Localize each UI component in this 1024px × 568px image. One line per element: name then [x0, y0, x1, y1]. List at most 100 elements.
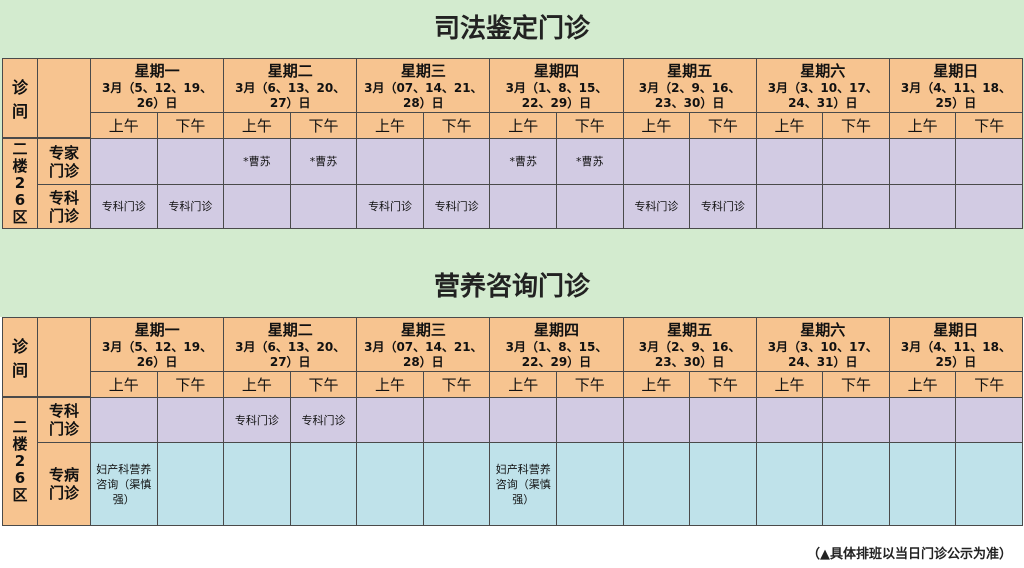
schedule-cell: 专科门诊 [356, 184, 424, 229]
schedule-cell [556, 397, 624, 443]
day-name: 星期三 [400, 321, 446, 339]
schedule-cell [422, 442, 491, 526]
schedule-cell: 专科门诊 [156, 184, 225, 229]
schedule-cell: 专科门诊 [223, 397, 291, 443]
day-header: 星期一 3月（5、12、19、26）日 [90, 317, 225, 372]
schedule-cell [556, 442, 624, 526]
slot-label: 上午 [223, 371, 291, 398]
footnote: （▲具体排班以当日门诊公示为准） [807, 547, 1012, 562]
slot-label: 上午 [356, 371, 424, 398]
schedule-cell [822, 397, 890, 443]
schedule-cell [755, 184, 824, 229]
schedule-cell [822, 442, 890, 526]
day-header: 星期三 3月（07、14、21、28）日 [356, 58, 491, 113]
schedule-cell [822, 184, 890, 229]
day-header: 星期六 3月（3、10、17、24、31）日 [755, 58, 890, 113]
room: 二楼26区 [2, 138, 38, 229]
slot-label: 下午 [822, 112, 890, 139]
slot-label: 上午 [888, 112, 957, 139]
day-dates: 3月（3、10、17、24、31）日 [767, 340, 878, 369]
schedule-cell [356, 138, 424, 185]
schedule-cell [223, 442, 291, 526]
day-header: 星期六 3月（3、10、17、24、31）日 [755, 317, 890, 372]
schedule-cell [755, 138, 824, 185]
schedule-cell [223, 184, 291, 229]
slot-label: 上午 [223, 112, 291, 139]
day-name: 星期五 [667, 62, 713, 80]
schedule-cell [822, 138, 890, 185]
schedule-cell: 专科门诊 [289, 397, 358, 443]
schedule-cell [955, 397, 1023, 443]
slot-label: 下午 [556, 371, 624, 398]
day-name: 星期四 [533, 321, 579, 339]
slot-label: 下午 [556, 112, 624, 139]
schedule-cell [90, 397, 158, 443]
schedule-cell: 妇产科营养咨询（渠慎强） [90, 442, 158, 526]
schedule-cell: 专科门诊 [90, 184, 158, 229]
room: 二楼26区 [2, 397, 38, 526]
slot-label: 上午 [356, 112, 424, 139]
header-blank [37, 317, 91, 397]
slot-label: 下午 [822, 371, 890, 398]
slot-label: 上午 [489, 371, 557, 398]
slot-label: 上午 [90, 371, 158, 398]
row-label: 专科门诊 [37, 184, 91, 229]
section-title: 司法鉴定门诊 [433, 14, 590, 44]
slot-label: 下午 [156, 112, 225, 139]
day-dates: 3月（3、10、17、24、31）日 [767, 81, 878, 110]
slot-label: 上午 [90, 112, 158, 139]
day-dates: 3月（6、13、20、27）日 [235, 81, 346, 110]
schedule-cell [622, 397, 691, 443]
slot-label: 上午 [888, 371, 957, 398]
slot-label: 下午 [689, 112, 757, 139]
schedule-cell [422, 138, 491, 185]
day-header: 星期五 3月（2、9、16、23、30）日 [622, 317, 757, 372]
schedule-cell [755, 442, 824, 526]
day-name: 星期日 [933, 321, 979, 339]
slot-label: 上午 [622, 371, 691, 398]
day-dates: 3月（6、13、20、27）日 [235, 340, 346, 369]
day-dates: 3月（1、8、15、22、29）日 [505, 81, 608, 110]
schedule-cell [156, 397, 225, 443]
schedule-cell: 专科门诊 [689, 184, 757, 229]
schedule-cell [156, 138, 225, 185]
room-header: 诊间 [2, 317, 38, 397]
schedule-cell [289, 184, 358, 229]
schedule-cell [689, 397, 757, 443]
room-header: 诊间 [2, 58, 38, 138]
schedule-cell [422, 397, 491, 443]
slot-label: 下午 [689, 371, 757, 398]
schedule-cell [622, 138, 691, 185]
day-name: 星期一 [134, 321, 180, 339]
schedule-cell [356, 397, 424, 443]
schedule-cell: *曹苏 [223, 138, 291, 185]
schedule-cell [289, 442, 358, 526]
day-header: 星期日 3月（4、11、18、25）日 [888, 317, 1023, 372]
schedule-cell [955, 442, 1023, 526]
schedule-cell: *曹苏 [556, 138, 624, 185]
slot-label: 下午 [289, 371, 358, 398]
day-name: 星期一 [134, 62, 180, 80]
schedule-cell [90, 138, 158, 185]
slot-label: 上午 [755, 112, 824, 139]
day-dates: 3月（1、8、15、22、29）日 [505, 340, 608, 369]
slot-label: 下午 [289, 112, 358, 139]
row-label: 专病门诊 [37, 442, 91, 526]
day-name: 星期二 [267, 62, 313, 80]
day-name: 星期六 [800, 62, 846, 80]
day-header: 星期一 3月（5、12、19、26）日 [90, 58, 225, 113]
day-name: 星期六 [800, 321, 846, 339]
day-name: 星期三 [400, 62, 446, 80]
schedule-cell [755, 397, 824, 443]
schedule-cell [556, 184, 624, 229]
day-dates: 3月（5、12、19、26）日 [102, 81, 213, 110]
day-dates: 3月（2、9、16、23、30）日 [638, 81, 741, 110]
day-header: 星期四 3月（1、8、15、22、29）日 [489, 58, 624, 113]
day-dates: 3月（2、9、16、23、30）日 [638, 340, 741, 369]
schedule-cell [888, 184, 957, 229]
schedule-cell [489, 397, 557, 443]
slot-label: 上午 [489, 112, 557, 139]
schedule-cell [955, 138, 1023, 185]
schedule-cell [689, 442, 757, 526]
schedule-cell: *曹苏 [489, 138, 557, 185]
